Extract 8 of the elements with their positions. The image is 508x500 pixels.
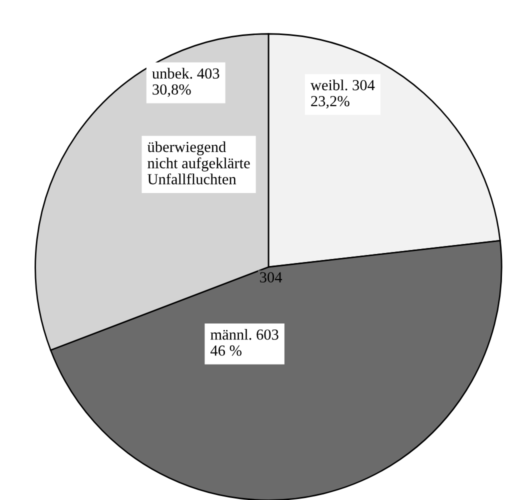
slice-label: männl. 603 bbox=[210, 329, 278, 340]
text: überwiegend nicht aufgeklärte Unfallfluchten bbox=[147, 141, 250, 184]
data-label: 46 % bbox=[210, 345, 242, 356]
data-label: 30,8% bbox=[152, 84, 191, 97]
data-label: 23,2% bbox=[311, 96, 350, 108]
slice-label: unbek. 403 bbox=[152, 68, 220, 79]
slice-label: weibl. 304 bbox=[310, 80, 375, 90]
text: 304 bbox=[260, 272, 282, 282]
